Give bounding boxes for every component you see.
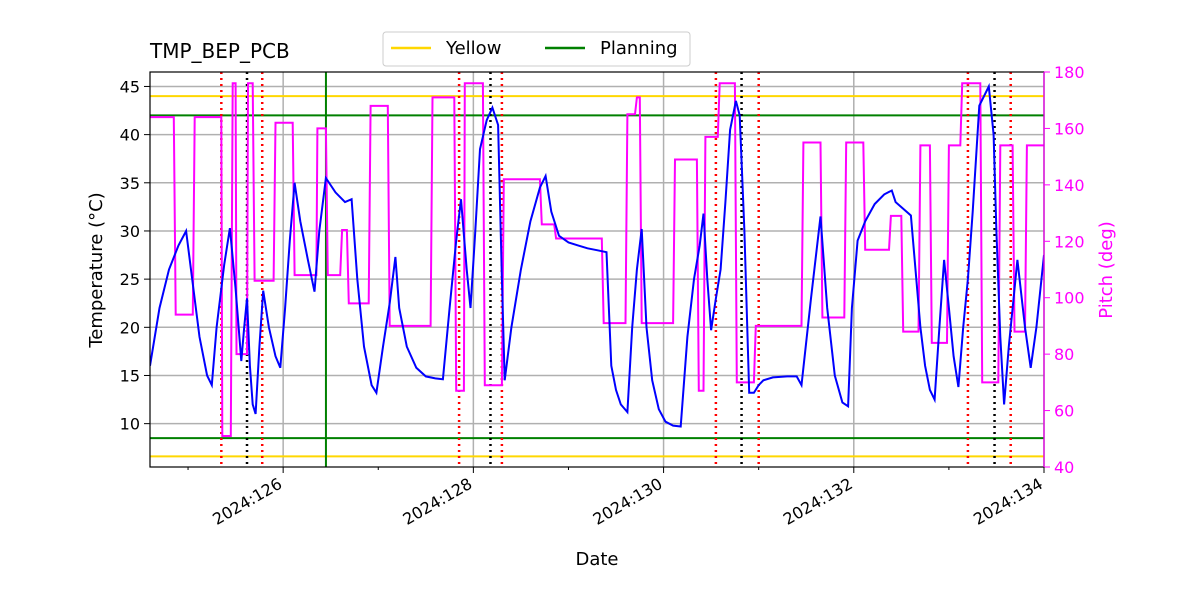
pitch-series-line [150, 82, 1044, 437]
y2-tick-label-100: 100 [1054, 289, 1085, 308]
y-axis-left: 10 15 20 25 30 35 40 45 [120, 77, 150, 434]
y2-tick-label-80: 80 [1054, 345, 1074, 364]
y-tick-label-25: 25 [120, 270, 140, 289]
legend-label-planning: Planning [600, 38, 678, 59]
y-tick-label-10: 10 [120, 415, 140, 434]
legend-box [382, 31, 691, 67]
y2-tick-label-120: 120 [1054, 232, 1085, 251]
y-tick-label-40: 40 [120, 126, 140, 145]
y2-tick-label-60: 60 [1054, 402, 1074, 421]
y-tick-label-35: 35 [120, 174, 140, 193]
legend-label-yellow: Yellow [445, 38, 501, 59]
y-tick-label-15: 15 [120, 366, 140, 385]
y2-tick-label-40: 40 [1054, 458, 1074, 477]
y-tick-label-20: 20 [120, 318, 140, 337]
y2-axis-label: Pitch (deg) [1096, 221, 1117, 319]
y2-tick-label-180: 180 [1054, 63, 1085, 82]
y2-tick-label-160: 160 [1054, 119, 1085, 138]
legend: Yellow Planning [382, 31, 691, 67]
y-axis-label: Temperature (°C) [86, 192, 107, 348]
y2-tick-label-140: 140 [1054, 176, 1085, 195]
chart-title: TMP_BEP_PCB [149, 39, 290, 63]
x-axis-label: Date [575, 549, 618, 570]
temperature-series-line [150, 82, 1044, 428]
y-tick-label-45: 45 [120, 77, 140, 96]
y-tick-label-30: 30 [120, 222, 140, 241]
y-axis-right: 40 60 80 100 120 140 160 180 [1043, 63, 1085, 477]
